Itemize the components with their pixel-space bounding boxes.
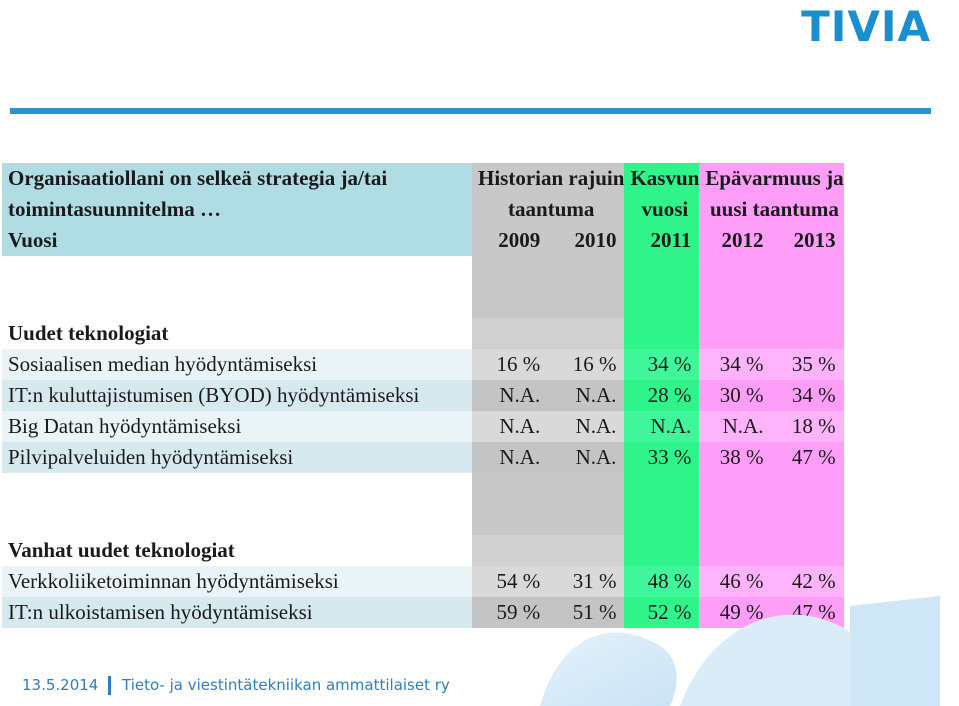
cell-2009: 59 % <box>472 597 549 628</box>
survey-table: Organisaatiollani on selkeä strategia ja… <box>2 163 844 628</box>
table-row: Verkkoliiketoiminnan hyödyntämiseksi 54 … <box>2 566 844 597</box>
cell-2011: 28 % <box>624 380 700 411</box>
row-label: Verkkoliiketoiminnan hyödyntämiseksi <box>2 566 472 597</box>
header-row-2: toimintasuunnitelma … taantuma vuosi uus… <box>2 194 844 225</box>
cell-2010: N.A. <box>548 442 625 473</box>
year-row: Vuosi 2009 2010 2011 2012 2013 <box>2 225 844 256</box>
row-label: IT:n ulkoistamisen hyödyntämiseksi <box>2 597 472 628</box>
year-2011: 2011 <box>624 225 700 256</box>
section-title: Vanhat uudet teknologiat <box>2 535 472 566</box>
epavarmuus-header-line2: uusi taantuma <box>699 194 844 225</box>
statement-line2: toimintasuunnitelma … <box>2 194 472 225</box>
footer-date: 13.5.2014 <box>22 676 99 694</box>
cell-2013: 34 % <box>771 380 844 411</box>
row-label: Big Datan hyödyntämiseksi <box>2 411 472 442</box>
decorative-waves <box>540 596 940 706</box>
section-title: Uudet teknologiat <box>2 318 472 349</box>
historia-header-line1: Historian rajuin <box>472 163 625 194</box>
table-row: Sosiaalisen median hyödyntämiseksi 16 % … <box>2 349 844 380</box>
cell-2013: 35 % <box>771 349 844 380</box>
footer-organization: Tieto- ja viestintätekniikan ammattilais… <box>122 676 450 694</box>
statement-line1: Organisaatiollani on selkeä strategia ja… <box>2 163 472 194</box>
cell-2009: N.A. <box>472 442 549 473</box>
year-2012: 2012 <box>699 225 772 256</box>
row-label: IT:n kuluttajistumisen (BYOD) hyödyntämi… <box>2 380 472 411</box>
epavarmuus-header-line1: Epävarmuus ja <box>699 163 844 194</box>
cell-2009: 16 % <box>472 349 549 380</box>
cell-2009: 54 % <box>472 566 549 597</box>
cell-2011: N.A. <box>624 411 700 442</box>
historia-header-line2: taantuma <box>472 194 625 225</box>
cell-2012: 34 % <box>699 349 772 380</box>
table-row: Pilvipalveluiden hyödyntämiseksi N.A. N.… <box>2 442 844 473</box>
header-row-1: Organisaatiollani on selkeä strategia ja… <box>2 163 844 194</box>
cell-2009: N.A. <box>472 411 549 442</box>
cell-2009: N.A. <box>472 380 549 411</box>
cell-2012: 46 % <box>699 566 772 597</box>
tivia-logo: TIVIA <box>801 2 931 51</box>
vuosi-label: Vuosi <box>2 225 472 256</box>
cell-2013: 42 % <box>771 566 844 597</box>
table-row: Big Datan hyödyntämiseksi N.A. N.A. N.A.… <box>2 411 844 442</box>
cell-2011: 52 % <box>624 597 700 628</box>
header-divider <box>10 108 931 114</box>
table-row: IT:n ulkoistamisen hyödyntämiseksi 59 % … <box>2 597 844 628</box>
cell-2012: 30 % <box>699 380 772 411</box>
cell-2010: 16 % <box>548 349 625 380</box>
footer-separator <box>108 676 111 695</box>
kasvun-header-line1: Kasvun <box>624 163 700 194</box>
cell-2013: 18 % <box>771 411 844 442</box>
table-row: IT:n kuluttajistumisen (BYOD) hyödyntämi… <box>2 380 844 411</box>
cell-2011: 33 % <box>624 442 700 473</box>
cell-2010: 51 % <box>548 597 625 628</box>
cell-2010: 31 % <box>548 566 625 597</box>
cell-2012: N.A. <box>699 411 772 442</box>
cell-2011: 48 % <box>624 566 700 597</box>
row-label: Sosiaalisen median hyödyntämiseksi <box>2 349 472 380</box>
year-2013: 2013 <box>771 225 844 256</box>
section-title-row: Uudet teknologiat <box>2 318 844 349</box>
cell-2011: 34 % <box>624 349 700 380</box>
cell-2010: N.A. <box>548 411 625 442</box>
row-label: Pilvipalveluiden hyödyntämiseksi <box>2 442 472 473</box>
cell-2010: N.A. <box>548 380 625 411</box>
year-2010: 2010 <box>548 225 625 256</box>
cell-2013: 47 % <box>771 442 844 473</box>
year-2009: 2009 <box>472 225 549 256</box>
section-title-row: Vanhat uudet teknologiat <box>2 535 844 566</box>
cell-2012: 38 % <box>699 442 772 473</box>
kasvun-header-line2: vuosi <box>624 194 700 225</box>
